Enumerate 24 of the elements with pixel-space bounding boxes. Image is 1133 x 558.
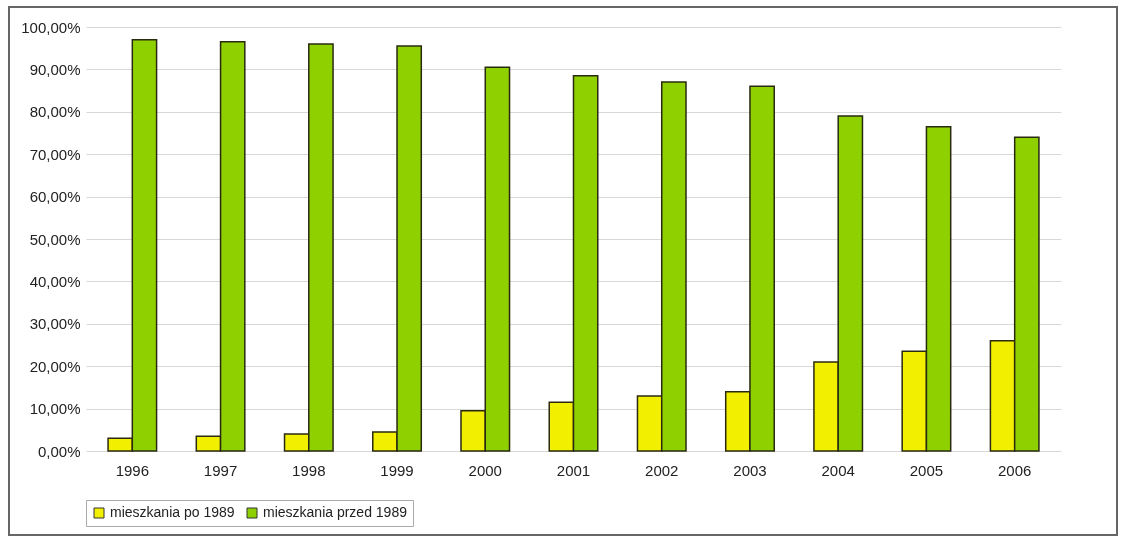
y-tick-label: 0,00%: [37, 442, 81, 460]
y-tick-label: 30,00%: [29, 315, 81, 333]
x-tick-label: 2006: [997, 461, 1032, 479]
x-tick-label: 2000: [468, 461, 502, 479]
legend-label: mieszkania przed 1989: [263, 504, 408, 520]
y-tick-label: 20,00%: [29, 357, 81, 375]
x-tick-label: 1996: [115, 461, 150, 479]
y-tick-label: 80,00%: [29, 103, 81, 121]
y-tick-label: 50,00%: [29, 230, 81, 248]
x-tick-label: 2002: [645, 461, 679, 479]
y-tick-label: 70,00%: [29, 145, 81, 163]
y-tick-label: 40,00%: [29, 272, 81, 290]
y-tick-label: 100,00%: [21, 18, 81, 36]
y-tick-label: 90,00%: [29, 60, 81, 78]
x-tick-label: 1999: [380, 461, 414, 479]
x-tick-label: 2004: [821, 461, 855, 479]
y-tick-label: 10,00%: [29, 400, 81, 418]
x-tick-label: 1998: [292, 461, 326, 479]
x-tick-label: 2005: [909, 461, 944, 479]
x-tick-label: 2001: [556, 461, 591, 479]
x-tick-label: 2003: [733, 461, 767, 479]
x-tick-label: 1997: [203, 461, 238, 479]
y-tick-label: 60,00%: [29, 188, 81, 206]
legend-label: mieszkania po 1989: [110, 504, 235, 520]
